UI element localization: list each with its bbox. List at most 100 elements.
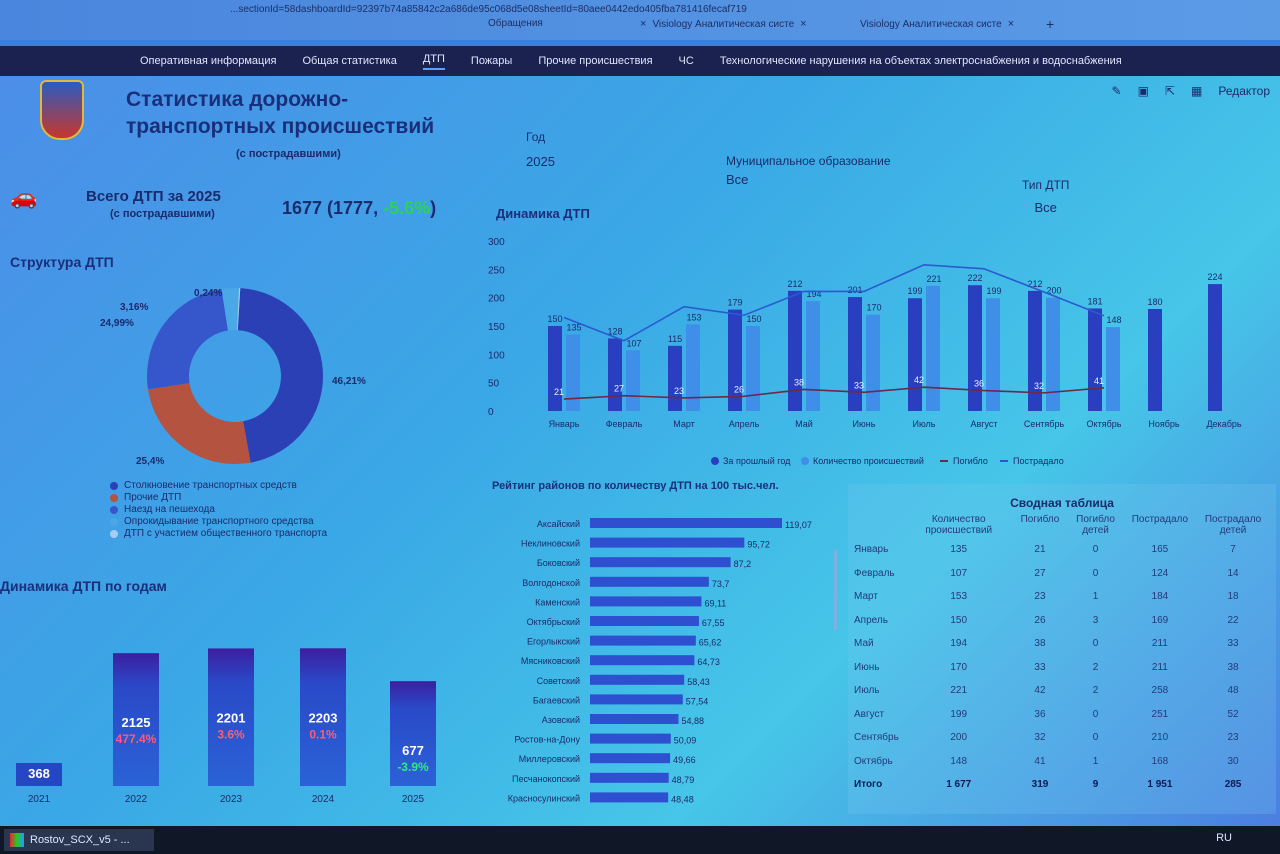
title-line: транспортных происшествий: [126, 115, 435, 138]
bar-last-year: [908, 298, 922, 411]
rating-value: 50,09: [674, 736, 697, 746]
bar-label: 221: [926, 274, 941, 284]
legend-item[interactable]: Столкновение транспортных средств: [110, 480, 327, 492]
table-row: Август 199 36 0 251 52: [848, 703, 1276, 727]
close-icon[interactable]: ×: [800, 18, 807, 30]
rating-label: Ростов-на-Дону: [514, 735, 580, 745]
address-bar[interactable]: ...sectionId=58dashboardId=92397b74a8584…: [230, 4, 747, 15]
legend-swatch: [110, 518, 118, 526]
year-bar: [390, 681, 436, 786]
browser-bar: ...sectionId=58dashboardId=92397b74a8584…: [0, 0, 1280, 40]
donut-slice: [221, 288, 239, 331]
nav-item[interactable]: Технологические нарушения на объектах эл…: [719, 55, 1122, 67]
bar-label: 180: [1147, 297, 1162, 307]
nav-item[interactable]: ЧС: [678, 55, 694, 67]
rating-bar: [590, 596, 702, 607]
close-icon[interactable]: ×: [1007, 18, 1015, 30]
filter-label: Тип ДТП: [1022, 178, 1070, 192]
table-cell: 165: [1151, 544, 1169, 556]
grid-icon[interactable]: ▦: [1191, 84, 1203, 98]
bar-label: 212: [787, 279, 802, 289]
share-icon[interactable]: ⇱: [1164, 84, 1175, 98]
page-title: Статистика дорожно-транспортных происшес…: [126, 86, 434, 140]
table-cell: 319: [1031, 779, 1049, 791]
browser-tab[interactable]: Visiology Аналитическая систе ×: [860, 18, 1014, 30]
column-header[interactable]: Пострадало: [1131, 514, 1189, 525]
x-tick: Июнь: [853, 419, 876, 429]
rating-label: Егорлыкский: [527, 637, 580, 647]
close-icon[interactable]: ×: [640, 18, 647, 30]
rating-bar: [590, 674, 685, 685]
nav-item[interactable]: Пожары: [470, 55, 513, 67]
column-header[interactable]: Погибло детей: [1076, 514, 1115, 536]
main-nav: Оперативная информация Общая статистика ДТ…: [0, 46, 1280, 76]
filter-label: Год: [526, 130, 546, 144]
legend-item[interactable]: Наезд на пешехода: [110, 504, 327, 516]
year-filter[interactable]: Год 2025: [526, 130, 555, 169]
legend-swatch: [110, 506, 118, 514]
filter-value[interactable]: Все: [1034, 200, 1057, 215]
municipality-filter[interactable]: Муниципальное образование Все: [726, 154, 891, 187]
rating-value: 73,7: [712, 579, 730, 589]
y-tick: 150: [488, 322, 505, 333]
legend-item[interactable]: ДТП с участием общественного транспорта: [110, 528, 327, 540]
tab-label: Visiology Аналитическая систе: [652, 18, 795, 30]
filter-value[interactable]: 2025: [526, 154, 555, 169]
x-tick: Октябрь: [1087, 419, 1122, 429]
rating-bar: [590, 576, 709, 587]
filter-value[interactable]: Все: [726, 172, 749, 187]
save-icon[interactable]: ▣: [1137, 84, 1149, 98]
year-value: 2201: [217, 710, 246, 725]
nav-item[interactable]: Прочие происшествия: [538, 55, 653, 67]
nav-item[interactable]: Оперативная информация: [140, 55, 277, 67]
y-tick: 250: [488, 265, 505, 276]
column-header[interactable]: Погибло: [1020, 514, 1060, 525]
rating-value: 119,07: [785, 520, 812, 530]
type-filter[interactable]: Тип ДТП Все: [1022, 178, 1069, 215]
legend-label: ДТП с участием общественного транспорта: [124, 528, 328, 539]
table-cell: 18: [1227, 591, 1239, 603]
editor-button[interactable]: Редактор: [1218, 84, 1270, 98]
language-indicator[interactable]: RU: [1216, 832, 1232, 844]
legend-item[interactable]: Опрокидывание транспортного средства: [110, 516, 327, 528]
new-tab-button[interactable]: +: [1046, 16, 1055, 32]
browser-tab[interactable]: × Visiology Аналитическая систе ×: [640, 18, 807, 30]
summary-title: Сводная таблица: [1010, 496, 1114, 510]
table-cell: 9: [1092, 779, 1099, 791]
table-cell: 21: [1034, 544, 1046, 556]
line-label: 41: [1094, 376, 1104, 386]
rating-bar: [590, 753, 671, 764]
bar-label: 181: [1087, 296, 1102, 306]
column-header[interactable]: Пострадало детей: [1204, 514, 1262, 536]
bar-label: 199: [986, 286, 1001, 296]
table-cell: 26: [1034, 614, 1046, 626]
table-cell: Сентябрь: [854, 732, 899, 744]
rating-label: Каменский: [535, 597, 580, 607]
table-cell: 211: [1151, 638, 1168, 650]
tab-label: Visiology Аналитическая систе: [860, 18, 1002, 30]
line-label: 21: [554, 387, 564, 397]
legend-item[interactable]: Прочие ДТП: [110, 492, 327, 504]
dashboard-toolbar: ✎ ▣ ⇱ ▦ Редактор: [1112, 84, 1270, 98]
rating-value: 65,62: [699, 638, 722, 648]
year-value: 368: [28, 766, 50, 781]
table-cell: 194: [950, 638, 968, 650]
browser-tab[interactable]: Обращения: [488, 18, 543, 29]
nav-item[interactable]: Общая статистика: [302, 55, 397, 67]
bar-label: 148: [1106, 315, 1121, 325]
pencil-icon[interactable]: ✎: [1111, 84, 1122, 98]
table-cell: 1: [1092, 591, 1099, 603]
total-row: Итого 1 677 319 9 1 951 285: [848, 773, 1276, 797]
table-cell: 23: [1227, 732, 1239, 744]
taskbar-app-button[interactable]: Rostov_SCX_v5 - ...: [4, 829, 154, 851]
legend-label: Опрокидывание транспортного средства: [124, 516, 314, 527]
table-cell: 23: [1034, 591, 1046, 603]
nav-item[interactable]: ДТП: [422, 53, 445, 70]
donut-label: 25,4%: [136, 456, 164, 467]
rating-scrollbar[interactable]: [834, 550, 837, 630]
x-tick: Апрель: [729, 419, 760, 429]
column-header[interactable]: [848, 512, 899, 538]
column-header[interactable]: Количество происшествий: [925, 514, 993, 536]
bar-label: 222: [967, 273, 982, 283]
line-deaths: [563, 386, 1105, 400]
